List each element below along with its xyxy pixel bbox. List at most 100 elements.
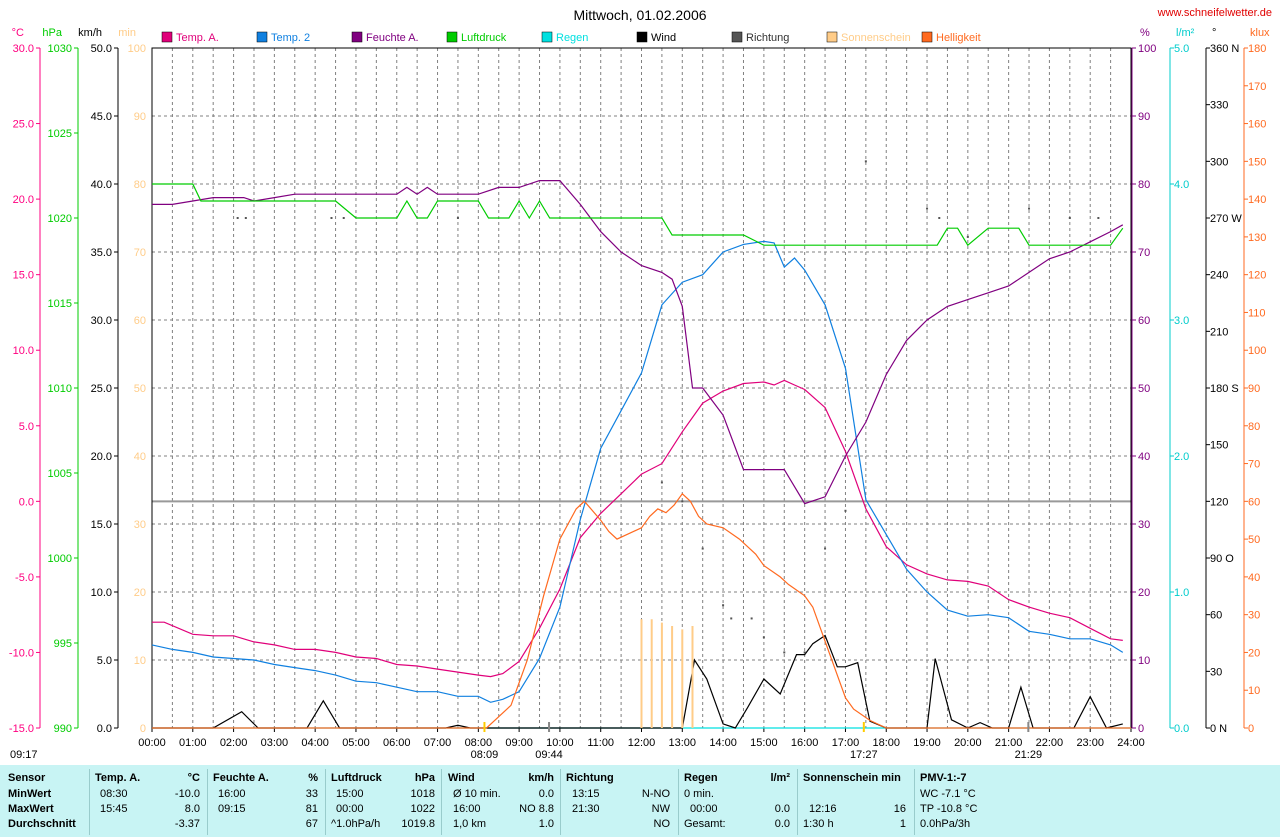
humidity-tick-label: 20 [1138,587,1150,599]
humidity-unit: % [308,772,318,784]
weather-chart: 00:00 01:00 02:00 03:00 04:00 05:00 06:00 07:00… [9,7,1272,761]
direction-point [864,160,867,163]
legend-label: Feuchte A. [366,32,419,44]
wind-min: 0.0 [538,788,554,800]
x-tick-label: 02:00 [220,737,248,749]
wind-tick-label: 15.0 [91,519,112,531]
temperature-tick-label: 25.0 [13,119,34,131]
temperature-tick-label: 5.0 [19,421,34,433]
direction-tick-label: 270 W [1210,213,1242,225]
rain-tick-label: 0.0 [1174,723,1189,735]
humidity-min: 33 [305,788,318,800]
direction-point [1028,207,1031,210]
direction-point [844,509,847,512]
rain-tick-label: 1.0 [1174,587,1189,599]
pressure-tick-label: 1030 [48,43,72,55]
sunshine-tick-label: 0 [140,723,146,735]
x-tick-label: 08:00 [465,737,493,749]
direction-point [244,217,247,219]
row-label-avg: Durchschnitt [8,818,76,830]
site-link[interactable]: www.schneifelwetter.de [1157,7,1272,19]
sunshine-tick-label: 40 [134,451,146,463]
humidity-header: Feuchte A. [213,772,269,784]
direction-tick-label: 330 [1210,100,1228,112]
wind-tick-label: 20.0 [91,451,112,463]
rain-max: 0.0 [774,803,790,815]
pressure-tick-label: 1025 [48,128,72,140]
temp-2-line [151,240,1124,703]
sun-max-time: 12:16 [809,803,837,815]
direction-tick-label: 240 [1210,270,1228,282]
x-tick-label: 05:00 [342,737,370,749]
chart-series [151,160,1131,729]
statistics-panel: Sensor MinWert MaxWert Durchschnitt Temp… [0,765,1280,837]
direction-point [342,217,345,219]
humidity-tick-label: 50 [1138,383,1150,395]
rain-max-time: 00:00 [690,803,718,815]
moonset-label: 21:29 [1015,749,1043,761]
x-tick-label: 07:00 [424,737,452,749]
chart-annotations: 08:09 09:44 17:27 21:29 09:17 [10,722,1042,761]
moonrise-label: 09:44 [535,749,563,761]
brightness-tick-label: 70 [1248,459,1260,471]
wind-tick-label: 10.0 [91,587,112,599]
x-tick-label: 09:00 [505,737,533,749]
direction-point [938,217,941,219]
direction-point [701,547,704,550]
direction-point [681,500,684,503]
rain-tick-label: 2.0 [1174,451,1189,463]
x-tick-label: 13:00 [669,737,697,749]
direction-point [966,235,969,238]
brightness-unit-label: klux [1250,27,1270,39]
row-label-sensor: Sensor [8,772,46,784]
direction-point [330,217,333,219]
x-tick-label: 17:00 [832,737,860,749]
legend-label: Temp. 2 [271,32,310,44]
legend-label: Wind [651,32,676,44]
row-label-max: MaxWert [8,803,54,815]
day-length-label: 09:17 [10,749,38,761]
x-tick-label: 18:00 [872,737,900,749]
pressure-tick-label: 995 [54,638,72,650]
wind-min-label: Ø 10 min. [453,788,501,800]
pressure-tick-label: 990 [54,723,72,735]
x-tick-label: 23:00 [1076,737,1104,749]
direction-min-time: 13:15 [572,788,600,800]
humidity-max-time: 09:15 [218,803,246,815]
brightness-tick-label: 150 [1248,156,1266,168]
helligkeit-line [152,492,1131,729]
humidity-tick-label: 100 [1138,43,1156,55]
legend-label: Helligkeit [936,32,981,44]
pressure-min-time: 15:00 [336,788,364,800]
direction-tick-label: 60 [1210,610,1222,622]
direction-point [730,617,733,620]
x-tick-label: 03:00 [261,737,289,749]
pressure-max: 1022 [410,803,435,815]
brightness-tick-label: 90 [1248,383,1260,395]
rain-total-label: Gesamt: [684,818,726,830]
legend-swatch [351,31,363,43]
pressure-trend: ^1.0hPa/h [331,818,381,830]
row-label-min: MinWert [8,788,52,800]
rain-unit-label: l/m² [1176,27,1195,39]
humidity-tick-label: 80 [1138,179,1150,191]
pressure-tick-label: 1005 [48,468,72,480]
legend-swatch [541,31,553,43]
temp-min: -10.0 [174,788,200,800]
brightness-tick-label: 60 [1248,496,1260,508]
direction-max: NW [651,803,670,815]
x-tick-label: 19:00 [913,737,941,749]
chart-legend: Temp. A. Temp. 2 Feuchte A. Luftdruck Regen W… [161,31,981,44]
brightness-tick-label: 120 [1248,270,1266,282]
brightness-tick-label: 100 [1248,345,1266,357]
direction-tick-label: 180 S [1210,383,1239,395]
legend-swatch [446,31,458,43]
wind-distance: 1,0 km [453,818,487,830]
direction-avg: NO [653,818,671,830]
direction-point [1097,217,1100,219]
brightness-tick-label: 80 [1248,421,1260,433]
sunshine-tick-label: 20 [134,587,146,599]
wind-tick-label: 50.0 [91,43,112,55]
temperature-unit-label: °C [12,27,24,39]
sun-total: 1 [899,818,906,830]
